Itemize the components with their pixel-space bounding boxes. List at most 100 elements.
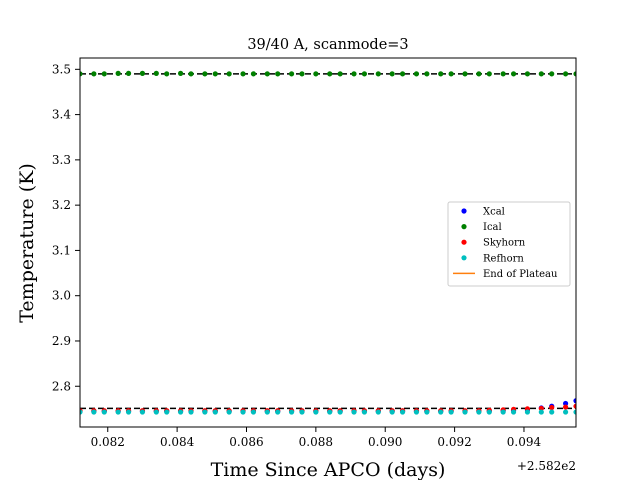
data-point-refhorn-38 [549, 409, 555, 415]
data-point-ical-19 [313, 71, 319, 77]
data-point-ical-10 [202, 71, 208, 77]
data-point-refhorn-6 [153, 409, 159, 415]
data-point-ical-8 [177, 70, 184, 76]
data-point-refhorn-21 [337, 409, 343, 415]
legend-label-3: Refhorn [483, 253, 524, 264]
legend-marker-0 [461, 208, 467, 214]
data-point-ical-39 [562, 71, 569, 77]
data-point-skyhorn-40 [573, 403, 576, 409]
data-point-ical-7 [164, 71, 170, 77]
series-ical [80, 70, 576, 77]
data-point-ical-13 [240, 71, 246, 77]
data-point-ical-17 [288, 71, 295, 77]
data-point-refhorn-9 [188, 409, 194, 415]
data-point-refhorn-37 [538, 409, 544, 415]
x-tick-label-1: 0.084 [160, 435, 195, 449]
data-point-ical-0 [80, 71, 83, 77]
y-tick-label-2: 3.0 [52, 289, 71, 303]
data-point-refhorn-31 [462, 409, 468, 415]
data-point-refhorn-4 [125, 409, 132, 415]
legend-marker-2 [461, 239, 467, 245]
data-point-xcal-40 [573, 398, 576, 404]
chart-title: 39/40 A, scanmode=3 [247, 37, 408, 53]
data-point-refhorn-12 [226, 409, 232, 415]
data-point-refhorn-8 [177, 409, 184, 415]
data-point-refhorn-40 [573, 409, 576, 415]
data-point-ical-18 [299, 71, 305, 77]
series-refhorn [80, 409, 576, 415]
x-tick-label-2: 0.086 [229, 435, 263, 449]
data-point-refhorn-24 [375, 409, 381, 415]
legend-label-2: Skyhorn [483, 238, 526, 249]
data-point-refhorn-2 [101, 409, 107, 415]
data-point-ical-3 [115, 70, 121, 76]
data-point-ical-33 [486, 71, 492, 77]
x-tick-label-6: 0.094 [507, 435, 542, 449]
x-tick-label-3: 0.088 [299, 435, 333, 449]
data-point-refhorn-19 [313, 409, 319, 415]
data-point-skyhorn-38 [549, 404, 555, 411]
data-point-refhorn-13 [240, 409, 246, 415]
x-tick-label-4: 0.090 [368, 435, 402, 449]
data-point-ical-32 [476, 71, 482, 77]
data-point-ical-12 [226, 71, 232, 77]
data-point-refhorn-10 [202, 409, 208, 415]
data-point-ical-4 [125, 70, 132, 76]
data-point-refhorn-20 [327, 409, 333, 415]
legend: Xcal Ical Skyhorn Refhorn End of Plateau [447, 201, 571, 287]
data-point-ical-27 [413, 71, 420, 77]
data-point-ical-24 [375, 71, 381, 77]
plot-inner [80, 70, 576, 415]
legend-box [447, 201, 571, 287]
data-point-ical-28 [424, 71, 430, 77]
data-point-ical-26 [399, 71, 406, 77]
x-tick-label-5: 0.092 [437, 435, 471, 449]
legend-label-0: Xcal [483, 207, 505, 218]
data-point-refhorn-32 [476, 409, 482, 415]
legend-label-4: End of Plateau [483, 269, 558, 280]
y-tick-label-6: 3.4 [52, 108, 71, 122]
legend-marker-1 [461, 224, 467, 230]
x-axis-offset-label: +2.582e2 [517, 459, 576, 473]
y-tick-label-4: 3.2 [52, 198, 71, 212]
legend-label-1: Ical [483, 222, 502, 233]
plot-area [80, 70, 576, 415]
data-point-xcal-39 [562, 400, 569, 407]
data-point-ical-40 [573, 71, 576, 77]
data-point-ical-22 [351, 71, 357, 77]
x-tick-label-0: 0.082 [91, 435, 125, 449]
data-point-refhorn-17 [288, 409, 295, 415]
data-point-refhorn-25 [389, 409, 395, 415]
data-point-skyhorn-37 [538, 405, 544, 412]
data-point-refhorn-0 [80, 409, 83, 415]
y-tick-label-3: 3.1 [52, 243, 71, 257]
data-point-ical-29 [438, 71, 444, 77]
data-point-ical-5 [139, 70, 146, 76]
data-point-ical-1 [91, 71, 97, 77]
data-point-refhorn-14 [250, 409, 257, 415]
plot-frame [79, 57, 577, 428]
data-point-ical-25 [389, 71, 395, 77]
y-tick-label-5: 3.3 [52, 153, 71, 167]
data-point-refhorn-5 [139, 409, 146, 415]
data-point-ical-21 [337, 71, 343, 77]
y-axis-label: Temperature (K) [16, 163, 38, 323]
data-point-ical-2 [101, 71, 107, 77]
data-point-refhorn-11 [212, 409, 218, 415]
y-tick-label-1: 2.9 [52, 334, 71, 348]
data-point-refhorn-22 [351, 409, 357, 415]
y-tick-label-7: 3.5 [52, 62, 71, 76]
data-point-refhorn-1 [91, 409, 97, 415]
x-axis-label: Time Since APCO (days) [211, 459, 446, 480]
data-point-ical-31 [462, 71, 468, 77]
data-point-refhorn-23 [361, 409, 368, 415]
data-point-refhorn-28 [424, 409, 430, 415]
y-tick-label-0: 2.8 [52, 379, 71, 393]
data-point-ical-37 [538, 71, 544, 77]
data-point-ical-38 [549, 71, 555, 77]
legend-marker-3 [461, 255, 467, 261]
data-point-ical-35 [510, 71, 517, 77]
data-point-refhorn-27 [413, 409, 420, 415]
data-point-skyhorn-39 [562, 404, 569, 410]
